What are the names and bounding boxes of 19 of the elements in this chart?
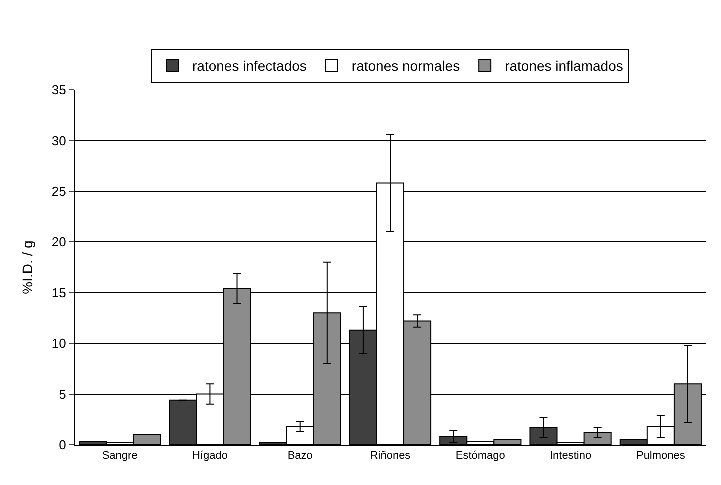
y-tick-label: 10 [52,336,66,352]
legend-label: ratones infectados [192,58,307,74]
x-tick-label: Sangre [102,450,138,462]
y-tick-label: 0 [59,438,66,453]
x-tick-label: Riñones [370,450,412,462]
x-tick-label: Estómago [456,450,506,462]
y-tick-label: 35 [52,82,66,98]
y-tick-label: 20 [52,234,66,250]
x-tick-label: Intestino [550,450,592,462]
y-tick-label: 5 [59,386,66,402]
legend-label: ratones normales [352,58,460,74]
x-tick-label: Bazo [288,450,313,462]
legend-label: ratones inflamados [505,58,624,74]
x-tick-label: Hígado [192,450,228,462]
y-tick-label: 25 [52,184,66,199]
y-axis-title: %I.D. / g [20,240,36,294]
x-tick-label: Pulmones [636,450,686,462]
y-tick-label: 30 [52,133,66,148]
y-tick-label: 15 [52,285,66,300]
